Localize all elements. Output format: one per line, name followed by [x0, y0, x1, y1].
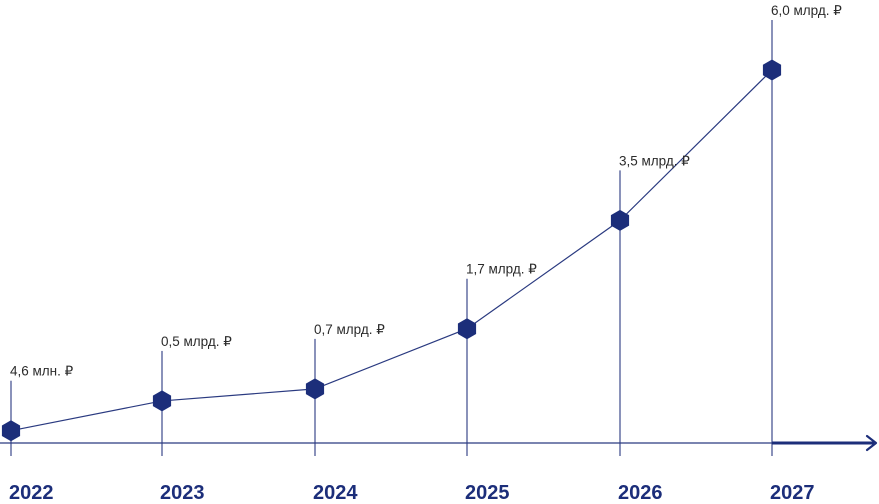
- year-label-2024: 2024: [313, 482, 358, 504]
- x-axis: [0, 434, 878, 452]
- value-label-2025: 1,7 млрд. ₽: [466, 262, 537, 277]
- marker-2023: [152, 390, 172, 412]
- value-labels: 4,6 млн. ₽ 0,5 млрд. ₽ 0,7 млрд. ₽ 1,7 млрд…: [10, 3, 842, 379]
- series-line-group: [10, 69, 773, 432]
- year-label-2027: 2027: [770, 482, 815, 504]
- marker-2026: [610, 209, 630, 231]
- marker-2022: [1, 420, 21, 442]
- value-label-2023: 0,5 млрд. ₽: [161, 334, 232, 349]
- marker-2025: [457, 318, 477, 340]
- drop-lines: [10, 20, 773, 456]
- value-label-2024: 0,7 млрд. ₽: [314, 322, 385, 337]
- data-markers: [1, 59, 782, 442]
- value-label-2027: 6,0 млрд. ₽: [771, 3, 842, 18]
- arrow-right-icon: [865, 434, 878, 452]
- value-label-2026: 3,5 млрд. ₽: [619, 153, 690, 168]
- series-line: [10, 69, 773, 432]
- year-labels: 2022 2023 2024 2025 2026 2027: [9, 482, 815, 504]
- value-label-2022: 4,6 млн. ₽: [10, 364, 74, 379]
- year-label-2026: 2026: [618, 482, 663, 504]
- year-label-2022: 2022: [9, 482, 54, 504]
- year-label-2023: 2023: [160, 482, 205, 504]
- marker-2024: [305, 378, 325, 400]
- marker-2027: [762, 59, 782, 81]
- year-label-2025: 2025: [465, 482, 510, 504]
